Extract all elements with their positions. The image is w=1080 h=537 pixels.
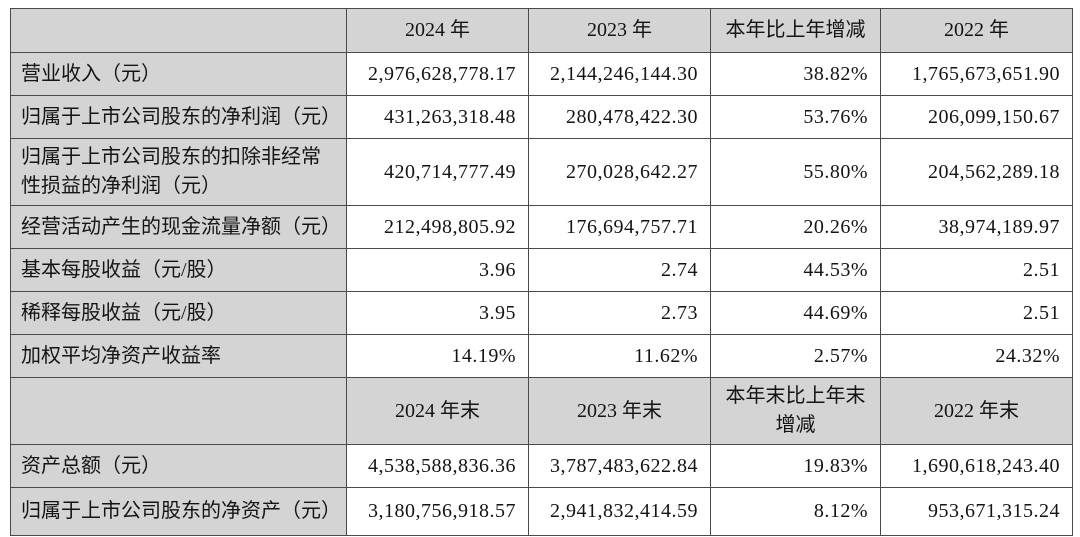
value-2022: 206,099,150.67 [880, 95, 1073, 139]
value-2022: 953,671,315.24 [880, 487, 1073, 536]
value-2024: 420,714,777.49 [346, 138, 529, 206]
row-label: 资产总额（元） [10, 444, 347, 488]
table-row-diluted-eps: 稀释每股收益（元/股） 3.95 2.73 44.69% 2.51 [10, 291, 1073, 335]
row-label: 归属于上市公司股东的扣除非经常性损益的净利润（元） [10, 138, 347, 206]
value-2024: 3.95 [346, 291, 529, 335]
change-percent: 44.69% [710, 291, 881, 335]
yearend-label-spacer [10, 377, 347, 445]
annual-header-row: 2024 年 2023 年 本年比上年增减 2022 年 [10, 8, 1073, 53]
change-percent: 38.82% [710, 52, 881, 96]
value-2023: 3,787,483,622.84 [528, 444, 711, 488]
value-2023: 270,028,642.27 [528, 138, 711, 206]
column-header-yoy-change: 本年比上年增减 [710, 8, 881, 53]
table-row-net-assets: 归属于上市公司股东的净资产（元） 3,180,756,918.57 2,941,… [10, 487, 1073, 536]
column-header-2024: 2024 年 [346, 8, 529, 53]
row-label: 基本每股收益（元/股） [10, 248, 347, 292]
column-header-yearend-change: 本年末比上年末增减 [710, 377, 881, 445]
value-2022: 2.51 [880, 291, 1073, 335]
value-2023: 2,144,246,144.30 [528, 52, 711, 96]
change-percent: 55.80% [710, 138, 881, 206]
column-header-2022-yearend: 2022 年末 [880, 377, 1073, 445]
value-2023: 2.74 [528, 248, 711, 292]
key-financials-table: 2024 年 2023 年 本年比上年增减 2022 年 营业收入（元） 2,9… [10, 8, 1073, 536]
row-label: 营业收入（元） [10, 52, 347, 96]
value-2024: 3,180,756,918.57 [346, 487, 529, 536]
column-header-2022: 2022 年 [880, 8, 1073, 53]
column-header-2023: 2023 年 [528, 8, 711, 53]
row-label: 归属于上市公司股东的净利润（元） [10, 95, 347, 139]
value-2022: 1,765,673,651.90 [880, 52, 1073, 96]
row-label: 加权平均净资产收益率 [10, 334, 347, 378]
change-percent: 53.76% [710, 95, 881, 139]
value-2024: 2,976,628,778.17 [346, 52, 529, 96]
value-2022: 1,690,618,243.40 [880, 444, 1073, 488]
value-2023: 2.73 [528, 291, 711, 335]
change-percent: 20.26% [710, 205, 881, 249]
yearend-header-row: 2024 年末 2023 年末 本年末比上年末增减 2022 年末 [10, 377, 1073, 445]
table-row-operating-revenue: 营业收入（元） 2,976,628,778.17 2,144,246,144.3… [10, 52, 1073, 96]
value-2022: 38,974,189.97 [880, 205, 1073, 249]
value-2022: 2.51 [880, 248, 1073, 292]
corner-cell [10, 8, 347, 53]
value-2022: 204,562,289.18 [880, 138, 1073, 206]
change-percent: 19.83% [710, 444, 881, 488]
table-row-basic-eps: 基本每股收益（元/股） 3.96 2.74 44.53% 2.51 [10, 248, 1073, 292]
table-row-weighted-avg-roe: 加权平均净资产收益率 14.19% 11.62% 2.57% 24.32% [10, 334, 1073, 378]
table-row-total-assets: 资产总额（元） 4,538,588,836.36 3,787,483,622.8… [10, 444, 1073, 488]
table-row-net-profit: 归属于上市公司股东的净利润（元） 431,263,318.48 280,478,… [10, 95, 1073, 139]
value-2024: 212,498,805.92 [346, 205, 529, 249]
value-2024: 14.19% [346, 334, 529, 378]
value-2024: 4,538,588,836.36 [346, 444, 529, 488]
value-2023: 11.62% [528, 334, 711, 378]
value-2023: 280,478,422.30 [528, 95, 711, 139]
column-header-2023-yearend: 2023 年末 [528, 377, 711, 445]
table-row-net-profit-excl-nonrecurring: 归属于上市公司股东的扣除非经常性损益的净利润（元） 420,714,777.49… [10, 138, 1073, 206]
column-header-2024-yearend: 2024 年末 [346, 377, 529, 445]
row-label: 归属于上市公司股东的净资产（元） [10, 487, 347, 536]
value-2024: 431,263,318.48 [346, 95, 529, 139]
change-percent: 44.53% [710, 248, 881, 292]
value-2024: 3.96 [346, 248, 529, 292]
change-percent: 8.12% [710, 487, 881, 536]
row-label: 稀释每股收益（元/股） [10, 291, 347, 335]
change-percent: 2.57% [710, 334, 881, 378]
value-2023: 176,694,757.71 [528, 205, 711, 249]
row-label: 经营活动产生的现金流量净额（元） [10, 205, 347, 249]
value-2022: 24.32% [880, 334, 1073, 378]
table-row-operating-cash-flow: 经营活动产生的现金流量净额（元） 212,498,805.92 176,694,… [10, 205, 1073, 249]
value-2023: 2,941,832,414.59 [528, 487, 711, 536]
